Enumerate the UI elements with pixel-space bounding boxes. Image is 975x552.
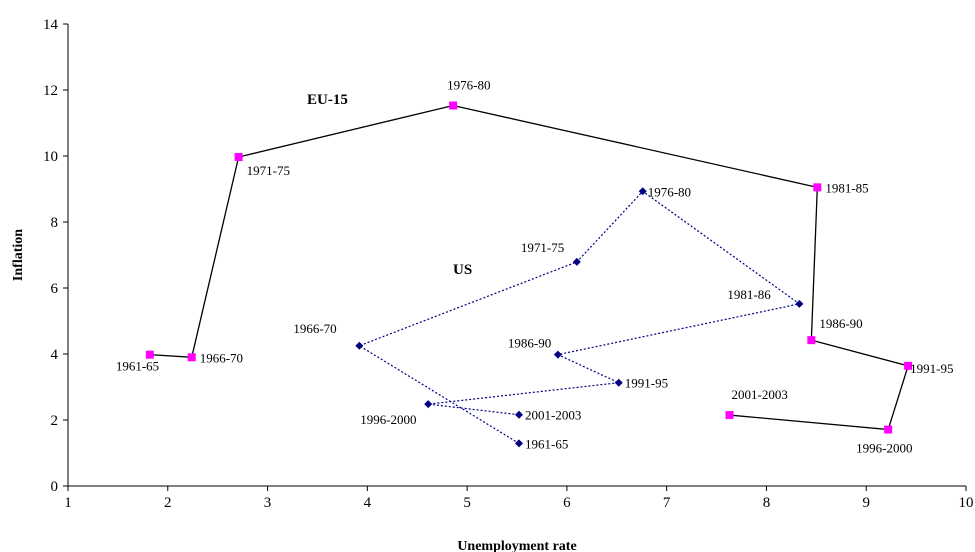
- point-label-us-1971-75: 1971-75: [521, 240, 564, 255]
- x-tick-label: 2: [164, 495, 172, 511]
- point-marker-us-1986-90: [553, 350, 562, 359]
- point-marker-eu-15-1996-2000: [884, 425, 893, 434]
- point-marker-us-1976-80: [638, 187, 647, 196]
- point-marker-eu-15-1986-90: [807, 336, 816, 345]
- y-tick-label: 12: [43, 83, 58, 99]
- y-axis-title: Inflation: [11, 229, 26, 281]
- point-label-us-1961-65: 1961-65: [525, 436, 568, 451]
- point-marker-us-1961-65: [514, 439, 523, 448]
- x-tick-label: 1: [64, 495, 72, 511]
- y-tick-label: 4: [51, 347, 59, 363]
- y-tick-label: 2: [51, 413, 59, 429]
- series-label-eu-15: EU-15: [307, 92, 348, 108]
- point-label-eu-15-1971-75: 1971-75: [247, 163, 290, 178]
- point-label-eu-15-1986-90: 1986-90: [819, 316, 862, 331]
- point-marker-us-2001-2003: [514, 410, 523, 419]
- x-tick-label: 10: [959, 495, 974, 511]
- point-marker-us-1971-75: [572, 257, 581, 266]
- point-marker-eu-15-2001-2003: [725, 411, 734, 420]
- x-tick-label: 8: [763, 495, 771, 511]
- point-label-eu-15-1991-95: 1991-95: [910, 361, 953, 376]
- point-marker-eu-15-1976-80: [449, 101, 458, 110]
- point-label-us-1996-2000: 1996-2000: [360, 412, 416, 427]
- point-label-eu-15-1961-65: 1961-65: [116, 359, 159, 374]
- point-marker-eu-15-1991-95: [904, 361, 913, 370]
- point-marker-us-1981-86: [795, 299, 804, 308]
- point-marker-eu-15-1961-65: [145, 350, 154, 359]
- point-label-us-1991-95: 1991-95: [625, 376, 668, 391]
- point-marker-us-1991-95: [614, 378, 623, 387]
- x-tick-label: 4: [364, 495, 372, 511]
- point-label-eu-15-1996-2000: 1996-2000: [856, 441, 912, 456]
- point-label-us-2001-2003: 2001-2003: [525, 408, 581, 423]
- y-tick-label: 14: [43, 17, 59, 33]
- y-tick-label: 10: [43, 149, 58, 165]
- x-tick-label: 9: [862, 495, 870, 511]
- x-axis-title: Unemployment rate: [457, 539, 576, 552]
- point-marker-eu-15-1981-85: [813, 183, 822, 192]
- point-label-eu-15-1976-80: 1976-80: [447, 78, 490, 93]
- point-label-us-1976-80: 1976-80: [648, 184, 691, 199]
- x-tick-label: 7: [663, 495, 671, 511]
- x-tick-label: 3: [264, 495, 272, 511]
- y-tick-label: 0: [51, 479, 59, 495]
- point-marker-us-1966-70: [355, 341, 364, 350]
- point-label-eu-15-2001-2003: 2001-2003: [732, 387, 788, 402]
- x-tick-label: 5: [463, 495, 471, 511]
- point-marker-eu-15-1971-75: [234, 152, 243, 161]
- series-label-us: US: [453, 262, 472, 278]
- point-marker-eu-15-1966-70: [187, 353, 196, 362]
- point-marker-us-1996-2000: [424, 400, 433, 409]
- point-label-eu-15-1981-85: 1981-85: [825, 180, 868, 195]
- point-labels: 1961-65 1966-70 1971-75 1976-80 1981-85 1986-…: [116, 78, 954, 456]
- y-tick-label: 6: [51, 281, 59, 297]
- point-label-us-1966-70: 1966-70: [293, 321, 336, 336]
- y-tick-label: 8: [51, 215, 59, 231]
- point-label-eu-15-1966-70: 1966-70: [200, 350, 243, 365]
- x-tick-label: 6: [563, 495, 571, 511]
- point-label-us-1986-90: 1986-90: [508, 336, 551, 351]
- point-label-us-1981-86: 1981-86: [727, 287, 771, 302]
- series-markers: [145, 101, 913, 448]
